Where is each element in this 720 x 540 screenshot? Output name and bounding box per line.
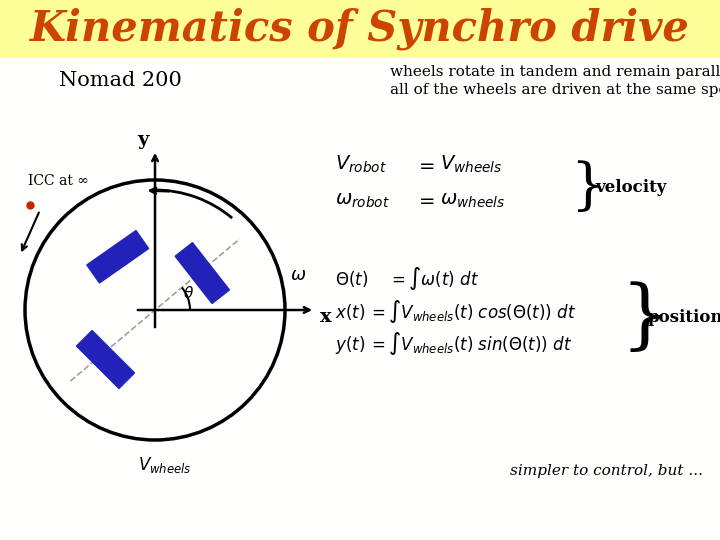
- Bar: [0, 0, 720, 58]
- Text: $\theta$: $\theta$: [183, 285, 194, 301]
- Polygon shape: [175, 242, 230, 303]
- Text: Nomad 200: Nomad 200: [58, 71, 181, 90]
- Text: velocity: velocity: [595, 179, 667, 197]
- Text: $\Theta(t)$: $\Theta(t)$: [335, 269, 368, 289]
- Text: $\omega_{robot}$: $\omega_{robot}$: [335, 192, 390, 210]
- Text: $= \int V_{wheels}(t)\ sin(\Theta(t))\ dt$: $= \int V_{wheels}(t)\ sin(\Theta(t))\ d…: [368, 330, 572, 357]
- Text: $\omega_{wheels}$: $\omega_{wheels}$: [440, 192, 505, 210]
- Text: $=$: $=$: [415, 156, 435, 174]
- Text: $V_{wheels}$: $V_{wheels}$: [440, 154, 503, 176]
- Text: position: position: [648, 309, 720, 327]
- Text: $= \int V_{wheels}(t)\ cos(\Theta(t))\ dt$: $= \int V_{wheels}(t)\ cos(\Theta(t))\ d…: [368, 298, 577, 325]
- Text: $V_{wheels}$: $V_{wheels}$: [138, 455, 192, 475]
- Text: all of the wheels are driven at the same speed: all of the wheels are driven at the same…: [390, 83, 720, 97]
- Text: y: y: [137, 131, 148, 149]
- Text: $=$: $=$: [415, 191, 435, 209]
- Text: simpler to control, but ...: simpler to control, but ...: [510, 464, 703, 478]
- Text: ICC at ∞: ICC at ∞: [28, 174, 89, 188]
- Text: $= \int \omega(t)\ dt$: $= \int \omega(t)\ dt$: [388, 265, 479, 292]
- Polygon shape: [76, 330, 135, 388]
- Text: $y(t)$: $y(t)$: [335, 334, 365, 356]
- Text: $x(t)$: $x(t)$: [335, 302, 365, 322]
- Text: }: }: [570, 160, 606, 215]
- Polygon shape: [87, 231, 148, 283]
- Text: $V_{robot}$: $V_{robot}$: [335, 154, 387, 176]
- Text: Kinematics of Synchro drive: Kinematics of Synchro drive: [30, 8, 690, 50]
- Text: wheels rotate in tandem and remain parallel: wheels rotate in tandem and remain paral…: [390, 65, 720, 79]
- Text: $\omega$: $\omega$: [290, 266, 306, 284]
- Text: }: }: [620, 281, 668, 355]
- Text: x: x: [320, 308, 332, 326]
